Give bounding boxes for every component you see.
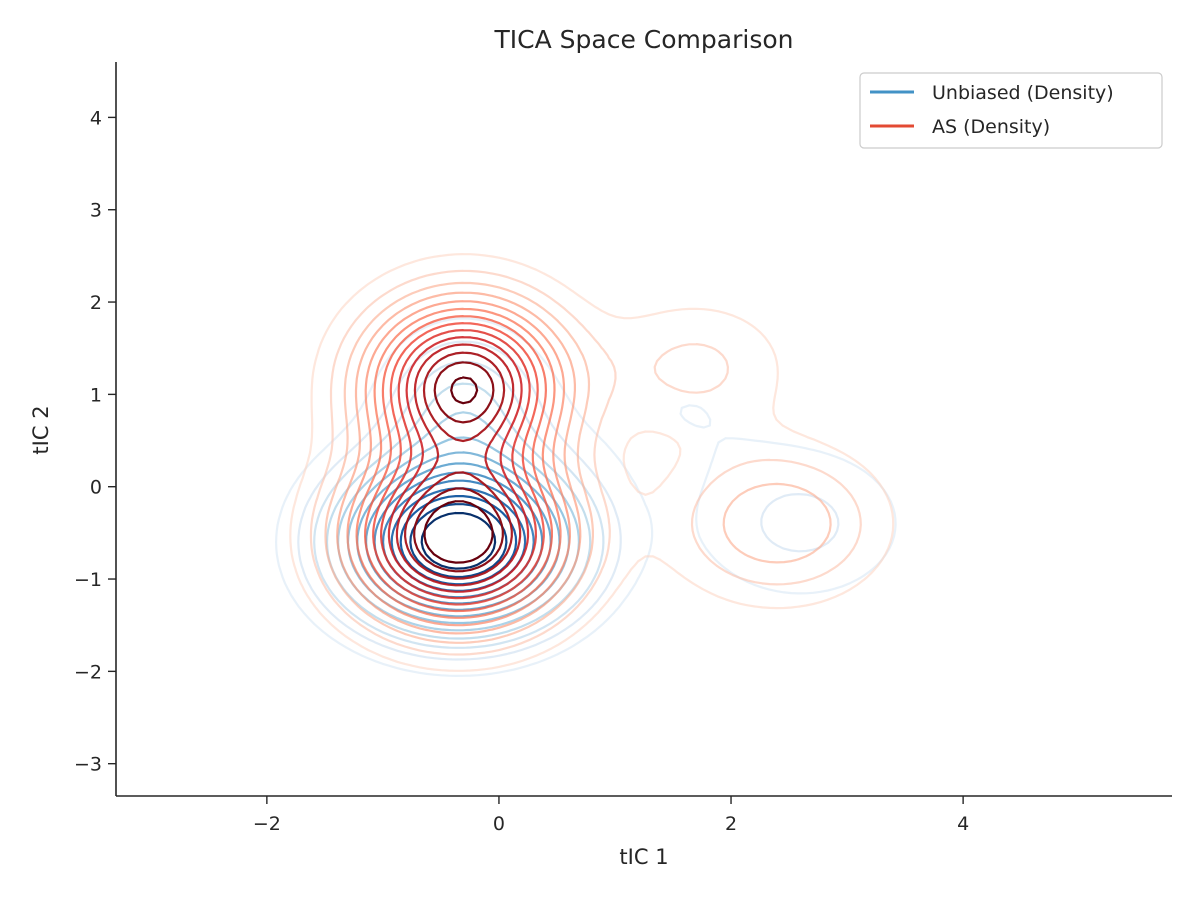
y-tick-label: 4 (90, 107, 102, 129)
contour-line (372, 322, 545, 606)
y-tick-label: 2 (90, 292, 102, 314)
y-tick-label: −1 (74, 569, 102, 591)
y-tick-label: −2 (74, 661, 102, 683)
contour-line (289, 253, 895, 672)
contour-line (355, 307, 562, 619)
contour-line (309, 269, 862, 656)
contour-line (346, 300, 571, 627)
contour-line (420, 511, 497, 570)
contour-line (365, 462, 552, 611)
x-tick-label: −2 (253, 813, 281, 835)
contour-line (395, 343, 522, 587)
contour-line (297, 340, 840, 661)
legend: Unbiased (Density) AS (Density) (859, 72, 1163, 149)
y-axis-label: tIC 2 (29, 405, 53, 454)
contour-line (387, 336, 530, 593)
x-tick-label: 4 (957, 813, 969, 835)
contour-line (380, 329, 537, 600)
contour-layers (275, 253, 897, 677)
contour-line (324, 281, 832, 644)
contour-line (404, 351, 513, 580)
contour-line (275, 317, 897, 677)
x-axis-label: tIC 1 (619, 845, 668, 869)
x-tick-label: 0 (493, 813, 505, 835)
y-tick-label: 0 (90, 477, 102, 499)
contour-line (364, 315, 553, 613)
legend-box (859, 72, 1163, 149)
contour-series-1 (289, 253, 895, 672)
y-tick-label: 1 (90, 384, 102, 406)
legend-label-as: AS (Density) (932, 116, 1050, 138)
y-tick-label: −3 (74, 754, 102, 776)
contour-line (413, 361, 504, 573)
y-tick-label: 3 (90, 200, 102, 222)
contour-line (336, 291, 582, 635)
x-tick-label: 2 (725, 813, 737, 835)
legend-label-unbiased: Unbiased (Density) (932, 82, 1114, 104)
axes: −2 0 2 4 −3 −2 −1 0 1 2 3 4 (74, 62, 1172, 835)
contour-line (423, 376, 494, 564)
chart-title: TICA Space Comparison (494, 25, 794, 54)
